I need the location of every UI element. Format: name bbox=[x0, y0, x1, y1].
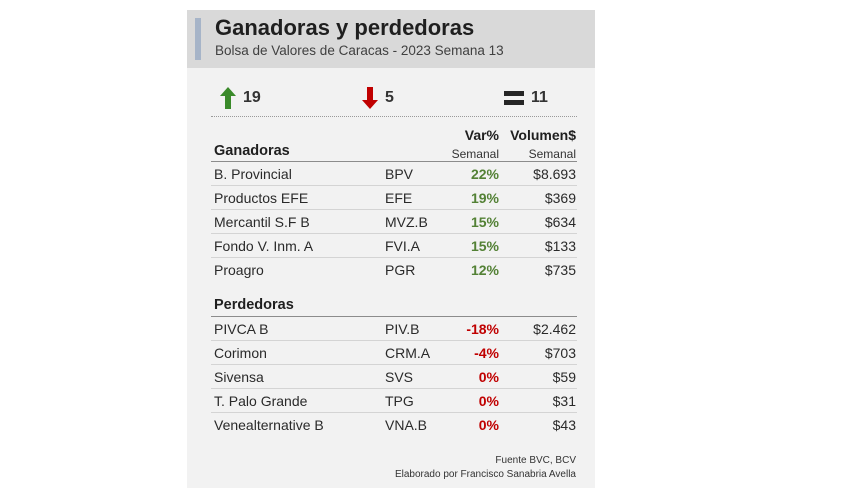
stock-ticker: SVS bbox=[385, 369, 414, 385]
losers-section-label: Perdedoras bbox=[214, 297, 294, 313]
losers-rule bbox=[211, 316, 577, 317]
table-row: Productos EFE EFE 19% $369 bbox=[187, 186, 595, 210]
stock-name: Corimon bbox=[214, 345, 267, 361]
table-row: Fondo V. Inm. A FVI.A 15% $133 bbox=[187, 234, 595, 258]
up-count: 19 bbox=[243, 89, 261, 106]
stock-name: Productos EFE bbox=[214, 190, 309, 206]
author-note: Elaborado por Francisco Sanabria Avella bbox=[394, 469, 576, 480]
table-row: Sivensa SVS 0% $59 bbox=[187, 365, 595, 389]
row-separator bbox=[211, 209, 577, 210]
weekly-volume: $43 bbox=[552, 417, 576, 433]
weekly-volume: $8.693 bbox=[533, 166, 576, 182]
gainers-section-label: Ganadoras bbox=[214, 143, 290, 159]
table-row: T. Palo Grande TPG 0% $31 bbox=[187, 389, 595, 413]
weekly-variation: 12% bbox=[470, 262, 499, 278]
summary-unchanged: 11 bbox=[504, 86, 548, 110]
card-header: Ganadoras y perdedoras Bolsa de Valores … bbox=[187, 10, 595, 68]
stock-name: Venealternative B bbox=[214, 417, 324, 433]
source-note: Fuente BVC, BCV bbox=[495, 455, 576, 466]
stock-ticker: FVI.A bbox=[385, 238, 421, 254]
stock-ticker: MVZ.B bbox=[385, 214, 428, 230]
stock-ticker: PGR bbox=[385, 262, 416, 278]
weekly-variation: 0% bbox=[478, 369, 499, 385]
stock-name: T. Palo Grande bbox=[214, 393, 308, 409]
stock-name: PIVCA B bbox=[214, 321, 269, 337]
weekly-variation: 0% bbox=[478, 393, 499, 409]
table-row: Venealternative B VNA.B 0% $43 bbox=[187, 413, 595, 437]
arrow-down-icon bbox=[362, 87, 378, 109]
stock-ticker: BPV bbox=[385, 166, 414, 182]
unchanged-count: 11 bbox=[531, 89, 548, 106]
page-title: Ganadoras y perdedoras bbox=[215, 15, 475, 40]
stock-name: Proagro bbox=[214, 262, 264, 278]
weekly-variation: -4% bbox=[474, 345, 499, 361]
stock-ticker: TPG bbox=[385, 393, 414, 409]
weekly-volume: $31 bbox=[552, 393, 576, 409]
weekly-volume: $735 bbox=[544, 262, 576, 278]
weekly-volume: $369 bbox=[544, 190, 576, 206]
summary-up: 19 bbox=[220, 86, 261, 110]
stock-ticker: PIV.B bbox=[385, 321, 420, 337]
weekly-volume: $634 bbox=[544, 214, 576, 230]
header-accent-bar bbox=[195, 18, 201, 60]
weekly-variation: 22% bbox=[470, 166, 499, 182]
volume-column-header: Volumen$ bbox=[510, 127, 576, 143]
stock-ticker: CRM.A bbox=[385, 345, 431, 361]
table-row: Mercantil S.F B MVZ.B 15% $634 bbox=[187, 210, 595, 234]
var-column-header: Var% bbox=[464, 127, 499, 143]
weekly-variation: 19% bbox=[470, 190, 499, 206]
stock-name: Fondo V. Inm. A bbox=[214, 238, 314, 254]
row-separator bbox=[211, 364, 577, 365]
weekly-variation: 0% bbox=[478, 417, 499, 433]
var-column-subheader: Semanal bbox=[451, 147, 499, 161]
weekly-variation: 15% bbox=[470, 214, 499, 230]
weekly-volume: $59 bbox=[552, 369, 576, 385]
stock-name: B. Provincial bbox=[214, 166, 292, 182]
stock-name: Mercantil S.F B bbox=[214, 214, 310, 230]
stock-name: Sivensa bbox=[214, 369, 264, 385]
summary-down: 5 bbox=[362, 86, 394, 110]
row-separator bbox=[211, 388, 577, 389]
summary-divider bbox=[211, 116, 577, 117]
equal-icon bbox=[504, 91, 524, 105]
weekly-volume: $703 bbox=[544, 345, 576, 361]
weekly-variation: 15% bbox=[470, 238, 499, 254]
table-row: PIVCA B PIV.B -18% $2.462 bbox=[187, 317, 595, 341]
weekly-volume: $2.462 bbox=[533, 321, 576, 337]
row-separator bbox=[211, 233, 577, 234]
down-count: 5 bbox=[385, 89, 394, 106]
ranking-card: Ganadoras y perdedoras Bolsa de Valores … bbox=[187, 10, 595, 488]
stock-ticker: VNA.B bbox=[385, 417, 428, 433]
table-row: Corimon CRM.A -4% $703 bbox=[187, 341, 595, 365]
table-row: Proagro PGR 12% $735 bbox=[187, 258, 595, 282]
row-separator bbox=[211, 340, 577, 341]
weekly-volume: $133 bbox=[544, 238, 576, 254]
page-subtitle: Bolsa de Valores de Caracas - 2023 Seman… bbox=[215, 43, 504, 58]
row-separator bbox=[211, 412, 577, 413]
row-separator bbox=[211, 257, 577, 258]
weekly-variation: -18% bbox=[466, 321, 499, 337]
stock-ticker: EFE bbox=[385, 190, 413, 206]
arrow-up-icon bbox=[220, 87, 236, 109]
table-row: B. Provincial BPV 22% $8.693 bbox=[187, 162, 595, 186]
volume-column-subheader: Semanal bbox=[528, 147, 576, 161]
gainers-rule bbox=[211, 161, 577, 162]
row-separator bbox=[211, 185, 577, 186]
